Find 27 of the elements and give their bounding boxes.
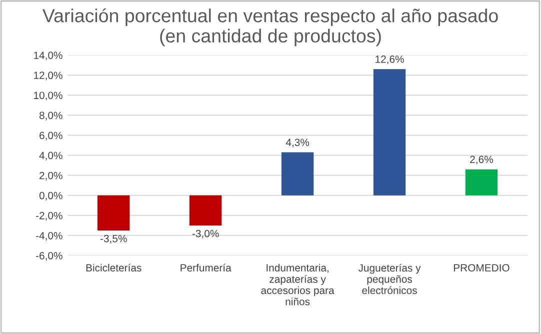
chart-title: Variación porcentual en ventas respecto al año pasado (en cantidad de productos) — [42, 8, 498, 46]
y-tick-label: 6,0% — [40, 132, 62, 140]
y-tick-label: 12,0% — [34, 72, 62, 80]
bar — [465, 169, 498, 196]
x-tick-label: Bicicleterías — [86, 264, 142, 272]
data-label: 4,3% — [286, 138, 310, 148]
bar — [373, 69, 406, 196]
bar — [98, 195, 130, 230]
x-tick-label: PROMEDIO — [454, 264, 510, 272]
data-label: 2,6% — [470, 156, 493, 164]
x-tick-label: Perfumería — [180, 264, 232, 272]
data-label: 12,6% — [376, 56, 404, 64]
y-tick-label: -4,0% — [36, 232, 62, 241]
y-tick-label: 14,0% — [34, 52, 62, 60]
y-tick-label: -2,0% — [36, 212, 62, 221]
x-tick-label: Jugueterías y pequeños electrónicos — [358, 264, 421, 294]
y-tick-label: 2,0% — [40, 172, 62, 180]
data-label: -3,5% — [100, 234, 127, 244]
bar — [189, 195, 222, 226]
y-tick-label: -6,0% — [36, 252, 62, 261]
y-tick-label: 4,0% — [39, 152, 62, 160]
data-label: -3,0% — [192, 230, 219, 238]
y-tick-label: 10,0% — [34, 92, 62, 100]
y-tick-label: 8,0% — [39, 112, 62, 120]
y-tick-label: 0,0% — [39, 192, 62, 200]
bar — [281, 152, 314, 196]
x-tick-label: Indumentaria, zapaterías y accesorios para niños — [261, 264, 334, 306]
